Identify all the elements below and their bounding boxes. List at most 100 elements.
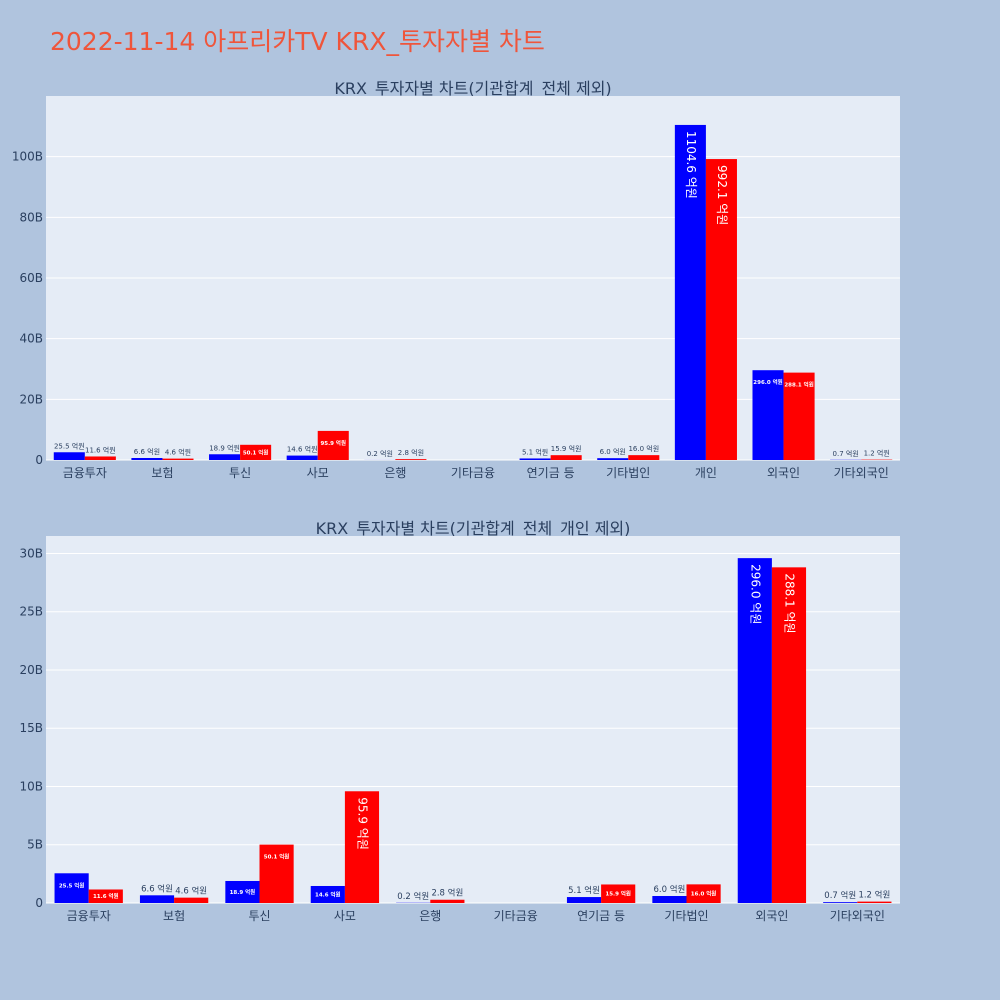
x-tick-label: 연기금 등 [527, 466, 575, 480]
bar [317, 430, 349, 460]
bar-value-label: 0.7 억원 [833, 449, 859, 458]
bar [705, 159, 737, 461]
x-tick-label: 금융투자 [67, 909, 111, 923]
bar [259, 844, 294, 903]
bar [674, 124, 706, 461]
bar [174, 897, 209, 903]
chart-all-investors: KRX_투자자별 차트(기관합계_전체 제외) 0 20B 40B 60B 80B 100B… [12, 79, 900, 480]
bar [783, 372, 815, 460]
bar [597, 458, 629, 460]
bar [395, 459, 427, 460]
bar [139, 895, 175, 903]
page-title: 2022-11-14 아프리카TV KRX_투자자별 차트 [50, 27, 545, 56]
bar-value-label: 11.6 억원 [93, 892, 119, 900]
y-tick-label: 20B [19, 392, 43, 406]
x-tick-label: 연기금 등 [577, 909, 625, 923]
bar-value-label: 288.1 억원 [784, 381, 813, 389]
y-tick-label: 100B [12, 150, 43, 164]
bar-value-label: 5.1 억원 [568, 885, 600, 896]
bar [53, 452, 85, 460]
bar [209, 454, 241, 460]
y-tick-label: 80B [19, 210, 43, 224]
x-tick-label: 기타금융 [494, 909, 538, 923]
bar-value-label: 95.9 억원 [320, 439, 346, 447]
bar-value-label: 15.9 억원 [605, 890, 631, 898]
y-tick-label: 60B [19, 271, 43, 285]
bar [752, 370, 784, 460]
bar-value-label: 18.9 억원 [209, 443, 240, 452]
x-tick-label: 개인 [695, 466, 717, 480]
x-tick-label: 보험 [163, 909, 185, 923]
bar-value-label: 6.6 억원 [141, 883, 173, 894]
bar [737, 558, 772, 903]
bar-value-label: 296.0 억원 [753, 378, 782, 386]
y-tick-label: 30B [19, 546, 43, 560]
bar [344, 791, 380, 903]
y-tick-label: 5B [27, 838, 43, 852]
bar-value-label: 6.6 억원 [134, 447, 160, 456]
bar-value-label: 14.6 억원 [315, 890, 341, 898]
y-tick-label: 0 [35, 453, 43, 467]
x-tick-label: 금융투자 [63, 466, 107, 480]
bar-value-label: 50.1 억원 [243, 448, 269, 456]
bar-value-label: 16.0 억원 [628, 444, 659, 453]
bar-value-label: 0.2 억원 [367, 449, 393, 458]
bar [823, 902, 858, 903]
bar [88, 889, 123, 903]
bar [286, 455, 318, 460]
chart-title: KRX_투자자별 차트(기관합계_전체_개인 제외) [316, 519, 631, 539]
bar [857, 901, 892, 903]
y-tick-label: 10B [19, 779, 43, 793]
x-tick-label: 기타금융 [451, 466, 495, 480]
x-tick-label: 사모 [307, 466, 329, 480]
bar [519, 458, 551, 460]
bar-value-label: 992.1 억원 [715, 165, 729, 225]
x-tick-label: 보험 [151, 466, 173, 480]
x-tick-label: 기타법인 [664, 909, 708, 923]
y-tick-label: 20B [19, 663, 43, 677]
bar-value-label: 50.1 억원 [264, 853, 290, 861]
bar-value-label: 6.0 억원 [600, 447, 626, 456]
bar-value-label: 288.1 억원 [782, 573, 796, 633]
y-tick-label: 40B [19, 332, 43, 346]
bar [652, 896, 687, 903]
bar-value-label: 2.8 억원 [431, 888, 463, 899]
bar-value-label: 25.5 억원 [54, 441, 85, 450]
bar [601, 884, 636, 903]
bar-value-label: 1.2 억원 [864, 449, 890, 458]
bar-value-label: 25.5 억원 [59, 881, 85, 889]
bar [430, 899, 465, 903]
bar-value-label: 2.8 억원 [398, 448, 424, 457]
chart-excluding-individuals: KRX_투자자별 차트(기관합계_전체_개인 제외) 0 5B 10B 15B 20B 25… [19, 519, 900, 923]
bar-value-label: 5.1 억원 [522, 447, 548, 456]
y-tick-label: 15B [19, 721, 43, 735]
bar-value-label: 14.6 억원 [287, 445, 318, 454]
x-tick-label: 기타법인 [606, 466, 650, 480]
bar-value-label: 15.9 억원 [551, 444, 582, 453]
bar [686, 884, 721, 903]
bar-value-label: 16.0 억원 [691, 890, 717, 898]
x-tick-label: 투신 [248, 909, 270, 923]
bar-value-label: 0.7 억원 [824, 890, 856, 901]
bar-value-label: 18.9 억원 [230, 888, 256, 896]
bar-value-label: 1104.6 억원 [684, 131, 698, 199]
bar-value-label: 95.9 억원 [355, 797, 369, 850]
bar-value-label: 4.6 억원 [165, 448, 191, 457]
bar [310, 885, 345, 903]
bar [225, 880, 260, 903]
bar [162, 458, 194, 460]
x-tick-label: 은행 [419, 908, 441, 923]
bar-value-label: 1.2 억원 [858, 890, 890, 901]
bar [54, 873, 89, 903]
bar-value-label: 4.6 억원 [175, 886, 207, 897]
bar [566, 897, 602, 903]
x-tick-label: 외국인 [767, 466, 800, 480]
bar [84, 456, 116, 460]
bar-value-label: 11.6 억원 [85, 445, 116, 454]
x-tick-label: 은행 [384, 465, 406, 480]
y-tick-label: 25B [19, 605, 43, 619]
bar [240, 444, 272, 460]
bar-value-label: 0.2 억원 [397, 891, 429, 902]
x-tick-label: 투신 [229, 466, 251, 480]
bar [771, 567, 807, 903]
